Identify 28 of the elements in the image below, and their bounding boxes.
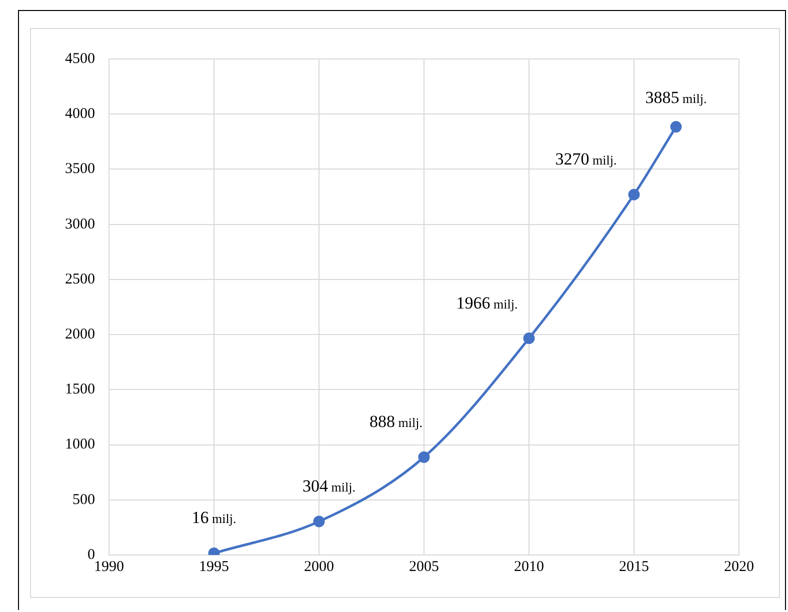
data-label: 888 milj. <box>370 412 422 432</box>
x-tick-label: 2020 <box>724 558 754 575</box>
data-label: 16 milj. <box>192 508 236 528</box>
data-label: 3885 milj. <box>645 88 707 107</box>
x-tick-label: 2010 <box>514 558 544 575</box>
y-tick-label: 0 <box>88 546 95 563</box>
y-tick-label: 1500 <box>65 382 95 398</box>
point <box>418 451 430 463</box>
x-tick-label: 1990 <box>94 558 124 575</box>
x-tick-label: 2015 <box>619 558 649 575</box>
point <box>670 121 682 133</box>
data-label: 1966 milj. <box>456 293 518 312</box>
point <box>313 516 325 528</box>
data-label: 304 milj. <box>302 476 356 496</box>
x-tick-label: 2005 <box>409 558 439 575</box>
y-tick-label: 4500 <box>65 50 95 67</box>
y-tick-label: 2000 <box>65 326 95 342</box>
y-tick-label: 3000 <box>65 216 95 232</box>
y-tick-label: 1000 <box>65 436 95 453</box>
y-tick-label: 3500 <box>65 161 95 178</box>
x-tick-label: 2000 <box>304 558 334 575</box>
y-tick-label: 4000 <box>65 106 95 122</box>
y-tick-label: 500 <box>72 492 95 508</box>
y-tick-label: 2500 <box>65 271 95 288</box>
data-label: 3270 milj. <box>555 150 617 169</box>
x-tick-label: 1995 <box>199 558 229 575</box>
point <box>523 332 535 344</box>
point <box>628 188 640 200</box>
